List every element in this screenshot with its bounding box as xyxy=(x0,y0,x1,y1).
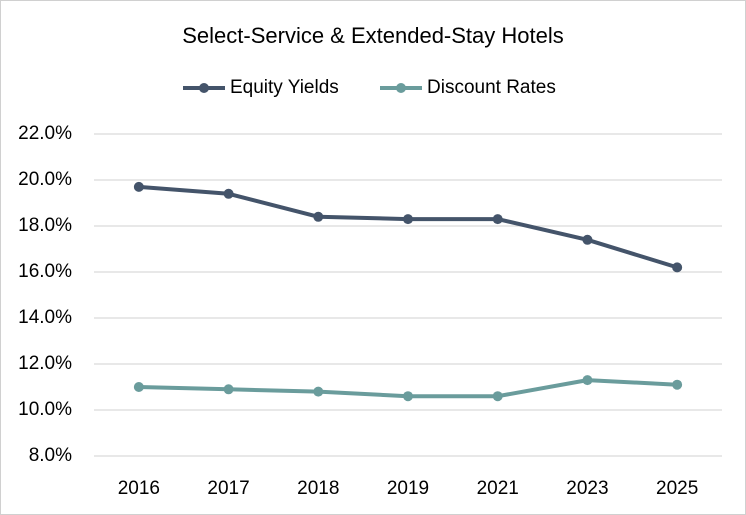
legend-label: Discount Rates xyxy=(427,77,556,98)
data-point xyxy=(403,391,413,402)
data-point xyxy=(133,382,144,392)
y-tick-label: 22.0% xyxy=(18,123,72,144)
y-tick-label: 20.0% xyxy=(18,169,72,190)
data-point xyxy=(582,375,593,386)
data-point xyxy=(492,214,503,225)
data-point xyxy=(672,262,683,273)
x-tick-label: 2016 xyxy=(118,478,160,499)
data-point xyxy=(313,211,324,222)
legend-label: Equity Yields xyxy=(230,77,339,98)
x-tick-label: 2021 xyxy=(477,478,519,499)
data-point xyxy=(582,234,593,245)
x-tick-label: 2017 xyxy=(207,478,249,499)
y-tick-label: 14.0% xyxy=(18,307,72,328)
y-tick-label: 16.0% xyxy=(18,261,72,282)
y-tick-label: 10.0% xyxy=(18,399,72,420)
chart-title: Select-Service & Extended-Stay Hotels xyxy=(182,23,564,48)
y-tick-label: 12.0% xyxy=(18,353,72,374)
y-tick-label: 8.0% xyxy=(29,445,72,466)
data-point xyxy=(133,181,144,192)
x-tick-label: 2023 xyxy=(566,478,608,499)
data-point xyxy=(223,384,234,395)
x-tick-label: 2018 xyxy=(297,478,339,499)
data-point xyxy=(492,391,503,402)
data-point xyxy=(672,379,683,390)
x-tick-label: 2019 xyxy=(387,478,429,499)
legend-marker xyxy=(199,83,209,93)
y-tick-label: 18.0% xyxy=(18,215,72,236)
data-point xyxy=(313,386,324,397)
data-point xyxy=(403,214,413,225)
x-tick-label: 2025 xyxy=(656,478,698,499)
legend-marker xyxy=(396,83,406,93)
data-point xyxy=(223,188,234,199)
